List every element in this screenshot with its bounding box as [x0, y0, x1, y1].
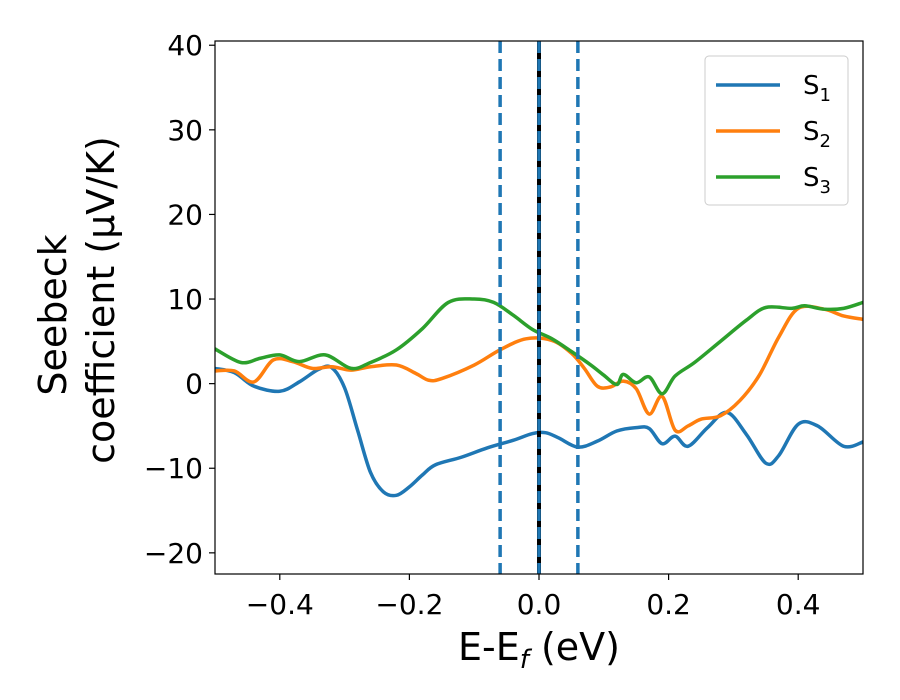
y-tick-label: 0 — [185, 368, 203, 401]
y-axis-label-line2: coefficient (μV/K) — [79, 136, 123, 464]
legend: S1 S2 S3 — [704, 55, 849, 206]
y-axis: −20 −10 0 10 20 30 40 — [144, 29, 215, 570]
plot-area — [215, 41, 863, 574]
series-line-s3 — [215, 297, 863, 396]
y-tick-label: 20 — [167, 198, 203, 231]
y-tick-label: 10 — [167, 283, 203, 316]
x-tick-label: 0.2 — [646, 588, 691, 621]
y-tick-label: 40 — [167, 29, 203, 62]
x-tick-label: −0.4 — [246, 588, 314, 621]
y-tick-label: −10 — [144, 452, 203, 485]
x-axis-label: E-Ef (eV) — [458, 625, 620, 675]
x-tick-label: −0.2 — [375, 588, 443, 621]
x-tick-label: 0.0 — [517, 588, 562, 621]
legend-label-s1: S1 — [803, 71, 831, 106]
x-tick-label: 0.4 — [776, 588, 821, 621]
legend-label-s3: S3 — [803, 163, 831, 198]
y-tick-label: −20 — [144, 537, 203, 570]
legend-label-s2: S2 — [803, 117, 831, 152]
series-line-s2 — [215, 304, 863, 434]
x-axis: −0.4 −0.2 0.0 0.2 0.4 — [246, 574, 821, 621]
y-tick-label: 30 — [167, 114, 203, 147]
y-axis-label-line1: Seebeck — [31, 234, 75, 395]
